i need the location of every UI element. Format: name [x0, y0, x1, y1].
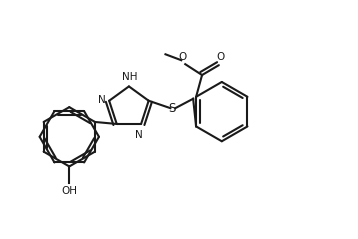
Text: O: O: [217, 52, 225, 62]
Text: NH: NH: [122, 72, 138, 82]
Text: O: O: [178, 52, 187, 62]
Text: N: N: [135, 130, 143, 140]
Text: N: N: [98, 95, 106, 105]
Text: S: S: [169, 102, 176, 115]
Text: OH: OH: [61, 186, 77, 196]
